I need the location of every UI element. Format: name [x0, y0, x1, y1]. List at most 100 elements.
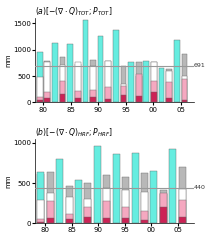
Bar — [37, 97, 43, 102]
Bar — [75, 98, 81, 102]
Bar — [103, 175, 110, 223]
Bar — [84, 217, 91, 223]
Bar — [45, 98, 50, 102]
Bar — [121, 66, 126, 102]
Bar — [37, 172, 44, 223]
Bar — [160, 194, 167, 223]
Bar — [75, 91, 81, 102]
Bar — [151, 62, 157, 102]
Bar — [182, 76, 187, 102]
Bar — [150, 171, 157, 223]
Bar — [122, 207, 129, 223]
Bar — [90, 97, 96, 102]
Bar — [37, 76, 43, 102]
Bar — [136, 74, 142, 102]
Bar — [37, 219, 44, 223]
Bar — [37, 222, 44, 223]
Bar — [122, 218, 129, 223]
Bar — [160, 190, 167, 223]
Bar — [141, 173, 148, 223]
Bar — [151, 92, 157, 102]
Text: $(a)[-(\nabla \cdot Q)_{TOT}; P_{TOT}]$: $(a)[-(\nabla \cdot Q)_{TOT}; P_{TOT}]$ — [35, 5, 113, 18]
Bar — [151, 62, 157, 102]
Bar — [179, 167, 186, 223]
Bar — [47, 193, 54, 223]
Bar — [113, 154, 120, 223]
Bar — [47, 172, 54, 223]
Bar — [37, 100, 43, 102]
Bar — [179, 189, 186, 223]
Bar — [103, 188, 110, 223]
Bar — [84, 199, 91, 223]
Bar — [37, 174, 44, 223]
Bar — [136, 76, 142, 102]
Bar — [166, 69, 172, 102]
Bar — [182, 54, 187, 102]
Bar — [179, 200, 186, 223]
Bar — [141, 192, 148, 223]
Text: $(b)[-(\nabla \cdot Q)_{HRF}; P_{HRF}]$: $(b)[-(\nabla \cdot Q)_{HRF}; P_{HRF}]$ — [35, 126, 113, 139]
Bar — [151, 81, 157, 102]
Bar — [166, 82, 172, 102]
Bar — [75, 65, 81, 102]
Bar — [182, 100, 187, 102]
Bar — [60, 94, 65, 102]
Bar — [136, 62, 142, 102]
Bar — [52, 43, 58, 102]
Bar — [174, 40, 180, 102]
Bar — [113, 30, 119, 102]
Bar — [45, 62, 50, 102]
Bar — [37, 200, 44, 223]
Bar — [166, 71, 172, 102]
Bar — [160, 207, 167, 223]
Bar — [47, 218, 54, 223]
Bar — [45, 92, 50, 102]
Bar — [122, 177, 129, 223]
Bar — [121, 84, 126, 102]
Bar — [60, 81, 65, 102]
Bar — [56, 159, 63, 223]
Bar — [128, 62, 134, 102]
Y-axis label: mm: mm — [5, 54, 12, 67]
Bar — [131, 152, 139, 223]
Bar — [105, 99, 111, 102]
Bar — [60, 65, 65, 102]
Bar — [47, 201, 54, 223]
Bar — [141, 220, 148, 223]
Text: 440: 440 — [193, 185, 206, 190]
Bar — [75, 180, 82, 223]
Bar — [182, 79, 187, 102]
Bar — [159, 68, 164, 102]
Bar — [37, 52, 43, 102]
Bar — [169, 149, 176, 223]
Bar — [83, 20, 88, 102]
Bar — [84, 183, 91, 223]
Bar — [75, 62, 81, 102]
Bar — [66, 219, 73, 223]
Bar — [160, 193, 167, 223]
Bar — [90, 66, 96, 102]
Bar — [60, 57, 65, 102]
Bar — [66, 185, 73, 223]
Bar — [105, 87, 111, 102]
Bar — [143, 61, 149, 102]
Bar — [45, 61, 50, 102]
Bar — [94, 146, 101, 223]
Bar — [37, 76, 43, 102]
Bar — [136, 96, 142, 102]
Bar — [122, 190, 129, 223]
Bar — [66, 197, 73, 223]
Bar — [98, 36, 103, 102]
Bar — [90, 90, 96, 102]
Bar — [84, 207, 91, 223]
Bar — [166, 98, 172, 102]
Bar — [105, 61, 111, 102]
Y-axis label: mm: mm — [5, 174, 12, 188]
Bar — [179, 217, 186, 223]
Text: 691: 691 — [193, 64, 205, 68]
Bar — [103, 201, 110, 223]
Bar — [141, 211, 148, 223]
Bar — [67, 44, 73, 102]
Bar — [103, 218, 110, 223]
Bar — [121, 95, 126, 102]
